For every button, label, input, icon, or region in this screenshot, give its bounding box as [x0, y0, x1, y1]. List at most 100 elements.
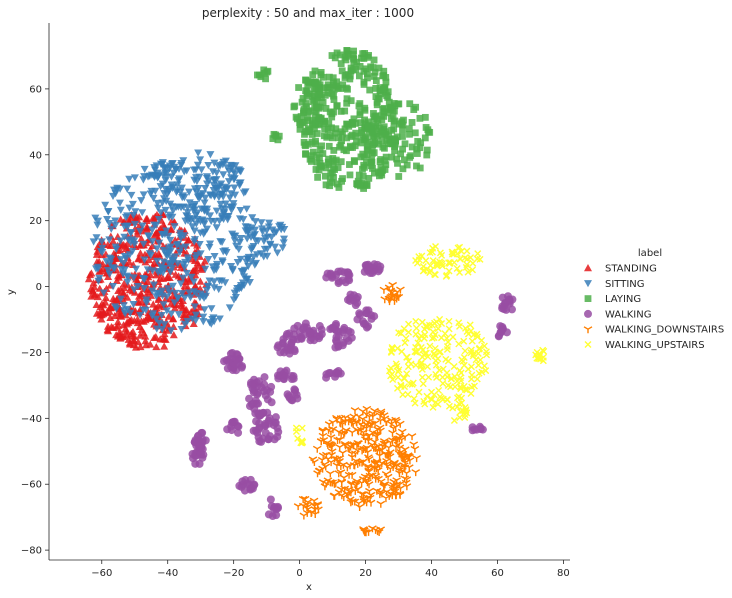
data-point-standing: [96, 311, 105, 319]
data-point-walking-upstairs: [413, 324, 420, 332]
data-point-sitting: [116, 237, 125, 245]
data-point-standing: [141, 341, 150, 349]
data-point-sitting: [273, 249, 282, 257]
data-point-walking: [230, 417, 239, 426]
data-point-standing: [114, 286, 123, 295]
data-point-walking-upstairs: [413, 259, 421, 267]
data-point-laying: [303, 103, 310, 111]
data-point-walking-upstairs: [292, 424, 300, 432]
data-point-sitting: [259, 253, 268, 261]
data-point-laying: [413, 162, 420, 170]
data-point-sitting: [235, 182, 244, 190]
data-point-sitting: [242, 205, 251, 213]
data-point-sitting: [234, 245, 243, 254]
data-point-standing: [106, 313, 115, 321]
data-point-sitting: [129, 274, 138, 282]
data-point-sitting: [125, 204, 134, 212]
data-point-sitting: [152, 293, 161, 301]
data-point-sitting: [219, 248, 228, 256]
data-point-walking-downstairs: [324, 426, 333, 434]
data-point-walking-downstairs: [355, 503, 364, 511]
data-point-sitting: [200, 228, 209, 236]
data-point-sitting: [191, 317, 200, 325]
data-point-sitting: [190, 303, 199, 311]
data-point-sitting: [160, 321, 169, 329]
data-point-sitting: [245, 278, 254, 287]
data-point-walking-upstairs: [432, 243, 440, 250]
data-point-walking-upstairs: [432, 361, 440, 369]
data-point-walking-upstairs: [428, 248, 436, 256]
data-point-walking-downstairs: [371, 475, 381, 483]
data-point-walking-downstairs: [373, 432, 382, 440]
data-point-laying: [326, 132, 334, 140]
data-point-standing: [112, 296, 121, 305]
data-point-laying: [367, 63, 374, 71]
data-point-laying: [356, 63, 364, 70]
data-point-laying: [394, 159, 401, 167]
data-point-standing: [181, 306, 190, 314]
data-point-walking: [238, 477, 247, 486]
data-point-walking-downstairs: [362, 411, 371, 419]
data-point-laying: [393, 155, 401, 163]
data-point-walking: [264, 510, 273, 519]
data-point-laying: [373, 101, 381, 109]
data-point-laying: [355, 72, 363, 80]
data-point-laying: [312, 120, 320, 128]
data-point-sitting: [183, 254, 192, 262]
data-point-standing: [122, 331, 131, 339]
data-point-laying: [326, 84, 333, 91]
legend-marker-walking-downstairs: [583, 326, 593, 334]
data-point-sitting: [202, 208, 211, 216]
data-point-walking-upstairs: [450, 362, 458, 370]
data-point-walking-upstairs: [436, 348, 444, 356]
data-point-standing: [152, 342, 161, 351]
data-point-walking-upstairs: [418, 318, 426, 326]
data-point-sitting: [182, 269, 191, 278]
data-point-sitting: [196, 250, 205, 258]
data-point-sitting: [201, 265, 210, 274]
data-point-laying: [262, 75, 269, 83]
data-point-laying: [368, 156, 375, 164]
data-point-walking-upstairs: [463, 261, 471, 269]
data-point-sitting: [125, 251, 134, 259]
data-point-laying: [349, 51, 357, 58]
data-point-standing: [145, 255, 154, 264]
data-point-standing: [104, 272, 113, 281]
data-point-walking-upstairs: [426, 262, 434, 270]
data-point-sitting: [140, 256, 149, 264]
data-point-walking-downstairs: [379, 440, 389, 448]
data-point-laying: [359, 172, 367, 180]
data-point-sitting: [214, 184, 223, 192]
data-point-walking-downstairs: [363, 449, 373, 457]
data-point-laying: [357, 139, 365, 147]
data-point-walking: [261, 419, 270, 428]
data-point-laying: [321, 125, 329, 133]
data-point-walking-upstairs: [435, 386, 443, 394]
data-point-laying: [399, 133, 406, 140]
data-point-laying: [315, 104, 323, 112]
data-point-sitting: [235, 238, 244, 247]
data-point-laying: [316, 84, 324, 91]
data-point-walking-upstairs: [483, 351, 491, 359]
data-point-sitting: [93, 221, 102, 229]
data-point-sitting: [125, 175, 134, 183]
data-point-walking: [346, 328, 355, 337]
data-point-sitting: [170, 223, 179, 231]
data-point-walking: [260, 373, 269, 382]
data-point-laying: [377, 112, 385, 120]
data-point-walking-downstairs: [368, 429, 378, 437]
data-point-walking-downstairs: [345, 462, 355, 470]
data-point-laying: [275, 132, 283, 140]
data-point-sitting: [198, 190, 207, 198]
data-point-standing: [136, 249, 145, 257]
data-point-sitting: [140, 275, 149, 284]
data-point-walking-downstairs: [334, 489, 344, 497]
data-point-walking-downstairs: [331, 480, 341, 488]
data-point-standing: [125, 285, 134, 294]
data-point-walking-upstairs: [395, 329, 403, 337]
data-point-laying: [330, 147, 338, 154]
data-point-laying: [387, 140, 394, 147]
data-point-walking-upstairs: [420, 334, 428, 342]
data-point-walking-downstairs: [380, 296, 390, 304]
data-point-laying: [382, 161, 390, 169]
